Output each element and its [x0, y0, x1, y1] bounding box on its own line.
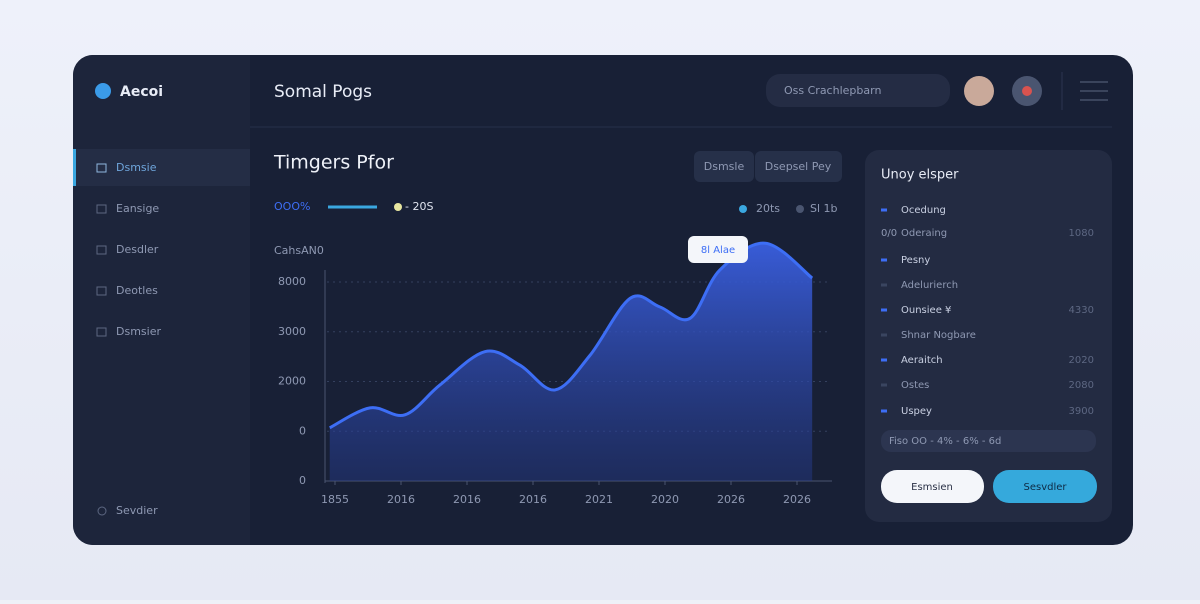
legend-dot — [796, 205, 804, 213]
button[interactable] — [694, 151, 754, 182]
button[interactable] — [881, 470, 984, 503]
y-axis-label: CahsAN0 — [274, 244, 324, 257]
row-bullet — [881, 308, 887, 312]
tooltip-text: 8l Alae — [701, 245, 735, 256]
row-bullet — [881, 283, 887, 287]
row-bullet — [881, 358, 887, 362]
x-tick-label: 2020 — [651, 493, 679, 506]
icon — [97, 506, 107, 516]
nav-icon — [96, 327, 107, 337]
logo-icon — [95, 83, 111, 99]
area — [329, 243, 813, 481]
row-label: Ocedung — [901, 205, 946, 216]
legend-dot — [394, 203, 402, 211]
y-tick-label: 2000 — [278, 375, 306, 388]
menu-icon[interactable] — [1080, 81, 1108, 101]
nav-icon — [96, 245, 107, 255]
row-label: Ostes — [901, 380, 929, 391]
nav-icon — [96, 163, 107, 173]
chart-title: Timgers Pfor — [273, 152, 394, 174]
y-tick-label: 0 — [299, 474, 306, 487]
legend-dot — [739, 205, 747, 213]
header-title: Somal Pogs — [274, 82, 372, 102]
x-tick-label: 1855 — [321, 493, 349, 506]
row-prefix: 0/0 — [881, 228, 897, 239]
row-bullet — [881, 333, 887, 337]
row-label: Pesny — [901, 255, 930, 266]
x-tick-label: 2016 — [519, 493, 547, 506]
avatar[interactable] — [964, 76, 994, 106]
side-panel — [865, 150, 1112, 522]
nav-item: Eansige — [116, 202, 159, 215]
y-tick-label: 3000 — [278, 325, 306, 338]
x-tick-label: 2016 — [387, 493, 415, 506]
nav-item: Desdler — [116, 243, 159, 256]
button-label: Esmsien — [911, 482, 953, 493]
legend-label: Sl 1b — [810, 202, 838, 215]
row-label: Shnar Nogbare — [901, 330, 976, 341]
row-label: Ounsiee ¥ — [901, 305, 951, 316]
badge — [1022, 86, 1032, 96]
logo: Aecoi — [120, 84, 163, 100]
sidebar — [73, 55, 250, 545]
active-item — [73, 149, 250, 186]
row-value: 2080 — [1069, 380, 1094, 391]
filter[interactable] — [881, 430, 1096, 452]
row-value: 2020 — [1069, 355, 1094, 366]
button[interactable] — [993, 470, 1097, 503]
sidebar-footer: Sevdier — [116, 504, 158, 517]
line — [329, 241, 814, 430]
search-text: Oss Crachlepbarn — [784, 84, 881, 97]
y-tick-label: 0 — [299, 424, 306, 437]
panel-title: Unoy elsper — [881, 168, 959, 183]
x-tick-label: 2016 — [453, 493, 481, 506]
tooltip — [688, 236, 748, 263]
nav-item: Dsmsie — [116, 161, 157, 174]
legend-label: OOO% — [274, 200, 310, 213]
button[interactable] — [755, 151, 842, 182]
row-label: Oderaing — [901, 228, 947, 239]
button-label: Dsmsle — [704, 160, 745, 173]
legend-label: - 20S — [405, 200, 433, 213]
active-marker — [73, 149, 76, 186]
y-tick-label: 8000 — [278, 275, 306, 288]
row-label: Aeraitch — [901, 355, 943, 366]
row-bullet — [881, 383, 887, 387]
row-bullet — [881, 208, 887, 212]
row-bullet — [881, 258, 887, 262]
button-label: Dsepsel Pey — [765, 160, 832, 173]
legend-label: 20ts — [756, 202, 780, 215]
x-tick-label: 2026 — [783, 493, 811, 506]
row-bullet — [881, 409, 887, 413]
nav-icon — [96, 286, 107, 296]
row-value: 1080 — [1069, 228, 1094, 239]
nav-item: Dsmsier — [116, 325, 161, 338]
button-label: Sesvdler — [1023, 482, 1067, 493]
filter-text: Fiso OO - 4% - 6% - 6d — [889, 436, 1001, 447]
nav-item: Deotles — [116, 284, 158, 297]
nav-icon — [96, 204, 107, 214]
row-label: Adelurierch — [901, 280, 958, 291]
row-label: Uspey — [901, 406, 932, 417]
x-tick-label: 2021 — [585, 493, 613, 506]
row-value: 4330 — [1069, 305, 1094, 316]
search[interactable] — [766, 74, 950, 107]
row-value: 3900 — [1069, 406, 1094, 417]
x-tick-label: 2026 — [717, 493, 745, 506]
